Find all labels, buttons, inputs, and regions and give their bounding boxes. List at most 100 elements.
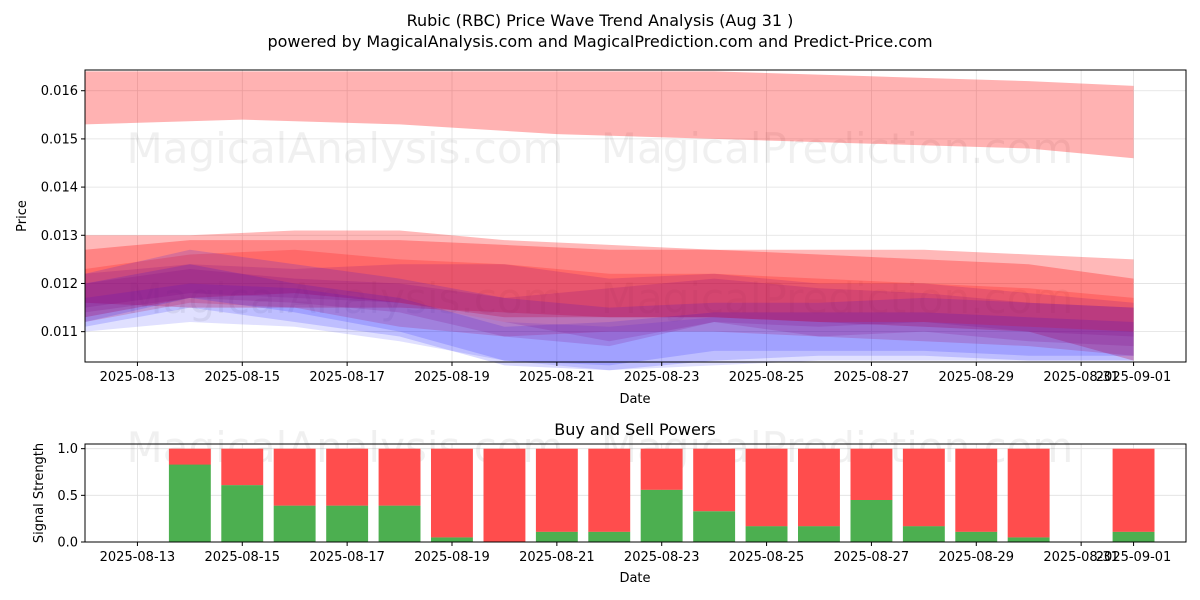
buy-bar — [640, 489, 683, 542]
buy-bar — [535, 531, 578, 542]
signal-x-tick-label: 2025-08-29 — [939, 550, 1015, 565]
price-x-tick-label: 2025-08-25 — [729, 370, 805, 385]
sell-bar — [588, 448, 631, 532]
chart-title: Rubic (RBC) Price Wave Trend Analysis (A… — [407, 11, 794, 30]
price-gridlines — [85, 70, 1186, 362]
price-x-tick-label: 2025-08-21 — [519, 370, 595, 385]
price-x-tick-label: 2025-08-19 — [414, 370, 490, 385]
signal-x-tick-label: 2025-08-21 — [519, 550, 595, 565]
price-x-tick-label: 2025-08-27 — [834, 370, 910, 385]
signal-x-axis-label: Date — [619, 571, 650, 586]
signal-panel: Buy and Sell Powers MagicalAnalysis.com … — [32, 420, 1187, 586]
sell-bar — [378, 448, 421, 506]
sell-bar — [693, 448, 736, 512]
signal-bars — [168, 448, 1155, 542]
buy-bar — [431, 537, 473, 542]
price-band — [85, 230, 1134, 332]
sell-bar — [221, 448, 264, 486]
sell-bar — [431, 448, 473, 538]
signal-y-axis-label: Signal Strength — [32, 443, 47, 543]
price-y-tick-label: 0.011 — [41, 325, 78, 340]
price-panel: MagicalAnalysis.com MagicalPrediction.co… — [15, 69, 1187, 407]
signal-x-tick-label: 2025-08-15 — [205, 550, 281, 565]
buy-bar — [273, 505, 316, 542]
signal-x-tick-label: 2025-08-19 — [414, 550, 490, 565]
price-band — [85, 283, 1134, 371]
buy-bar — [693, 511, 736, 542]
buy-bar — [326, 505, 369, 542]
buy-bar — [850, 500, 893, 542]
sell-bar — [955, 448, 998, 532]
watermark-prediction-top: MagicalPrediction.com — [601, 124, 1074, 173]
buy-bar — [588, 531, 631, 542]
signal-y-tick-label: 1.0 — [57, 442, 78, 457]
signal-x-tick-label: 2025-08-31 — [1043, 550, 1119, 565]
sell-bar — [1112, 448, 1155, 532]
sell-bar — [745, 448, 788, 527]
sell-bar — [168, 448, 211, 465]
price-x-tick-label: 2025-08-17 — [309, 370, 385, 385]
signal-x-tick-label: 2025-08-27 — [834, 550, 910, 565]
sell-bar — [902, 448, 945, 527]
price-band — [85, 264, 1134, 371]
price-x-tick-label: 2025-08-31 — [1043, 370, 1119, 385]
price-x-tick-label: 2025-08-15 — [205, 370, 281, 385]
signal-x-tick-label: 2025-08-13 — [100, 550, 176, 565]
price-x-tick-label: 2025-08-23 — [624, 370, 700, 385]
price-y-ticks: 0.011 0.012 0.013 0.014 0.015 0.016 — [41, 84, 85, 340]
price-x-tick-label: 2025-09-01 — [1096, 370, 1172, 385]
price-y-tick-label: 0.015 — [41, 132, 78, 147]
price-x-ticks: 2025-08-13 2025-08-15 2025-08-17 2025-08-19… — [100, 362, 1172, 385]
signal-title: Buy and Sell Powers — [554, 420, 716, 439]
price-y-tick-label: 0.013 — [41, 229, 78, 244]
chart-subtitle: powered by MagicalAnalysis.com and Magic… — [267, 32, 932, 51]
signal-y-ticks: 0.0 0.5 1.0 — [57, 442, 85, 551]
price-y-tick-label: 0.016 — [41, 84, 78, 99]
buy-bar — [745, 526, 788, 542]
price-bands — [85, 71, 1134, 371]
price-plot-area — [85, 70, 1186, 362]
signal-y-tick-label: 0.5 — [57, 489, 78, 504]
sell-bar — [850, 448, 893, 500]
watermark-analysis-top: MagicalAnalysis.com — [127, 124, 564, 173]
price-band — [85, 249, 1134, 356]
price-y-tick-label: 0.014 — [41, 181, 78, 196]
price-band — [85, 240, 1134, 361]
price-band — [85, 71, 1134, 159]
signal-x-tick-label: 2025-08-23 — [624, 550, 700, 565]
signal-x-ticks: 2025-08-13 2025-08-15 2025-08-17 2025-08-19… — [100, 542, 1172, 565]
buy-bar — [1112, 531, 1155, 542]
watermark-prediction-mid: MagicalPrediction.com — [601, 274, 1074, 323]
sell-bar — [483, 448, 526, 542]
price-band — [85, 264, 1134, 342]
price-y-tick-label: 0.012 — [41, 277, 78, 292]
signal-x-tick-label: 2025-08-17 — [309, 550, 385, 565]
buy-bar — [955, 531, 998, 542]
buy-bar — [221, 485, 264, 542]
price-band — [85, 269, 1134, 347]
price-x-tick-label: 2025-08-13 — [100, 370, 176, 385]
signal-y-tick-label: 0.0 — [57, 536, 78, 551]
sell-bar — [535, 448, 578, 532]
sell-bar — [326, 448, 369, 506]
signal-x-tick-label: 2025-08-25 — [729, 550, 805, 565]
price-x-tick-label: 2025-08-29 — [939, 370, 1015, 385]
price-x-axis-label: Date — [619, 392, 650, 407]
watermark-analysis-mid: MagicalAnalysis.com — [127, 274, 564, 323]
signal-plot-area — [85, 444, 1186, 542]
buy-bar — [168, 464, 211, 542]
buy-bar — [378, 505, 421, 542]
sell-bar — [1007, 448, 1050, 538]
price-plot-frame — [84, 69, 1187, 363]
buy-bar — [798, 526, 840, 542]
price-y-axis-label: Price — [15, 200, 30, 232]
sell-bar — [798, 448, 840, 527]
buy-bar — [902, 526, 945, 542]
buy-bar — [1007, 537, 1050, 542]
signal-plot-frame — [84, 443, 1187, 543]
sell-bar — [273, 448, 316, 506]
price-band — [85, 249, 1134, 366]
sell-bar — [640, 448, 683, 490]
signal-x-tick-label: 2025-09-01 — [1096, 550, 1172, 565]
